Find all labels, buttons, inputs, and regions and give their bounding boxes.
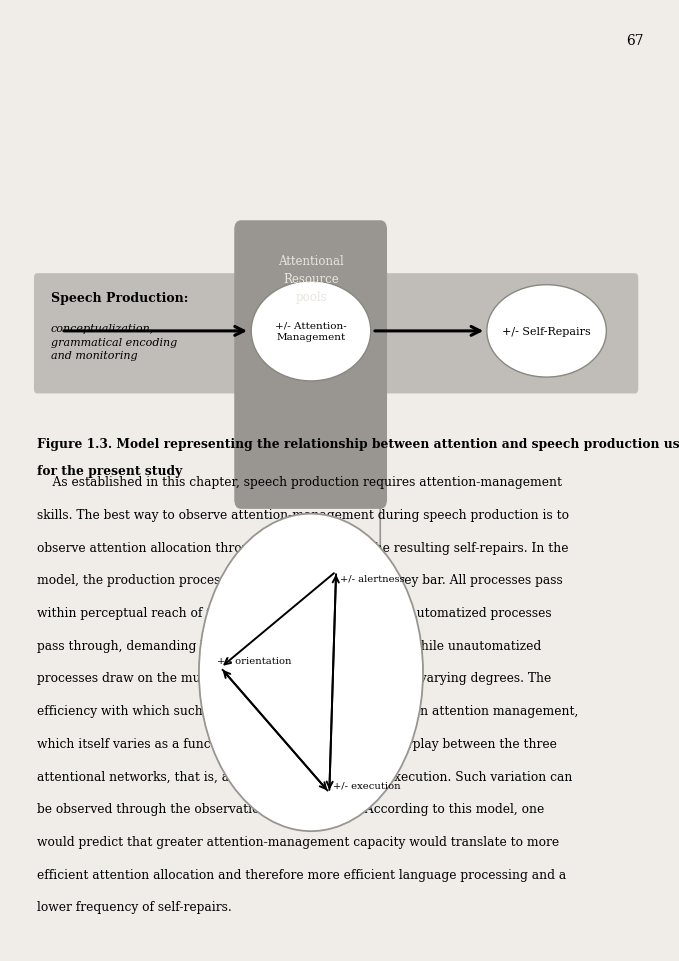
Text: Attentional
Resource
pools: Attentional Resource pools: [278, 255, 344, 304]
Text: conceptualization,
grammatical encoding
and monitoring: conceptualization, grammatical encoding …: [51, 324, 177, 361]
Text: model, the production processes are represented by the grey bar. All processes p: model, the production processes are repr…: [37, 574, 563, 587]
Ellipse shape: [199, 514, 423, 831]
Text: +/- execution: +/- execution: [333, 781, 401, 790]
Text: 67: 67: [626, 34, 644, 48]
Text: skills. The best way to observe attention-management during speech production is: skills. The best way to observe attentio…: [37, 508, 570, 522]
Text: attentional networks, that is, alertness, orientation and execution. Such variat: attentional networks, that is, alertness…: [37, 770, 572, 783]
Text: processes draw on the multiple attentional resource pools to varying degrees. Th: processes draw on the multiple attention…: [37, 672, 551, 685]
FancyBboxPatch shape: [234, 221, 387, 509]
Text: Speech Production:: Speech Production:: [51, 291, 188, 305]
Text: observe attention allocation through monitoring and the resulting self-repairs. : observe attention allocation through mon…: [37, 541, 569, 554]
Text: pass through, demanding little or no attentional resources, while unautomatized: pass through, demanding little or no att…: [37, 639, 542, 653]
Text: would predict that greater attention-management capacity would translate to more: would predict that greater attention-man…: [37, 835, 559, 849]
Text: +/- alertness: +/- alertness: [340, 574, 404, 582]
Text: which itself varies as a function of the efficiency of the interplay between the: which itself varies as a function of the…: [37, 737, 557, 751]
Ellipse shape: [487, 285, 606, 378]
Ellipse shape: [251, 282, 371, 382]
FancyBboxPatch shape: [34, 274, 638, 394]
Text: +/- Self-Repairs: +/- Self-Repairs: [502, 327, 591, 336]
Text: lower frequency of self-repairs.: lower frequency of self-repairs.: [37, 900, 232, 914]
Text: for the present study: for the present study: [37, 464, 183, 478]
Text: efficient attention allocation and therefore more efficient language processing : efficient attention allocation and there…: [37, 868, 566, 881]
Text: within perceptual reach of the attentional resources pools. Automatized processe: within perceptual reach of the attention…: [37, 606, 552, 620]
Text: As established in this chapter, speech production requires attention-management: As established in this chapter, speech p…: [37, 476, 562, 489]
Text: efficiency with which such resources are allocated depends on attention manageme: efficiency with which such resources are…: [37, 704, 579, 718]
Text: be observed through the observation of self-repairs. According to this model, on: be observed through the observation of s…: [37, 802, 545, 816]
Text: +/- Attention-
Management: +/- Attention- Management: [275, 322, 347, 341]
Text: +/- orientation: +/- orientation: [217, 656, 292, 665]
Text: Figure 1.3. Model representing the relationship between attention and speech pro: Figure 1.3. Model representing the relat…: [37, 437, 679, 451]
